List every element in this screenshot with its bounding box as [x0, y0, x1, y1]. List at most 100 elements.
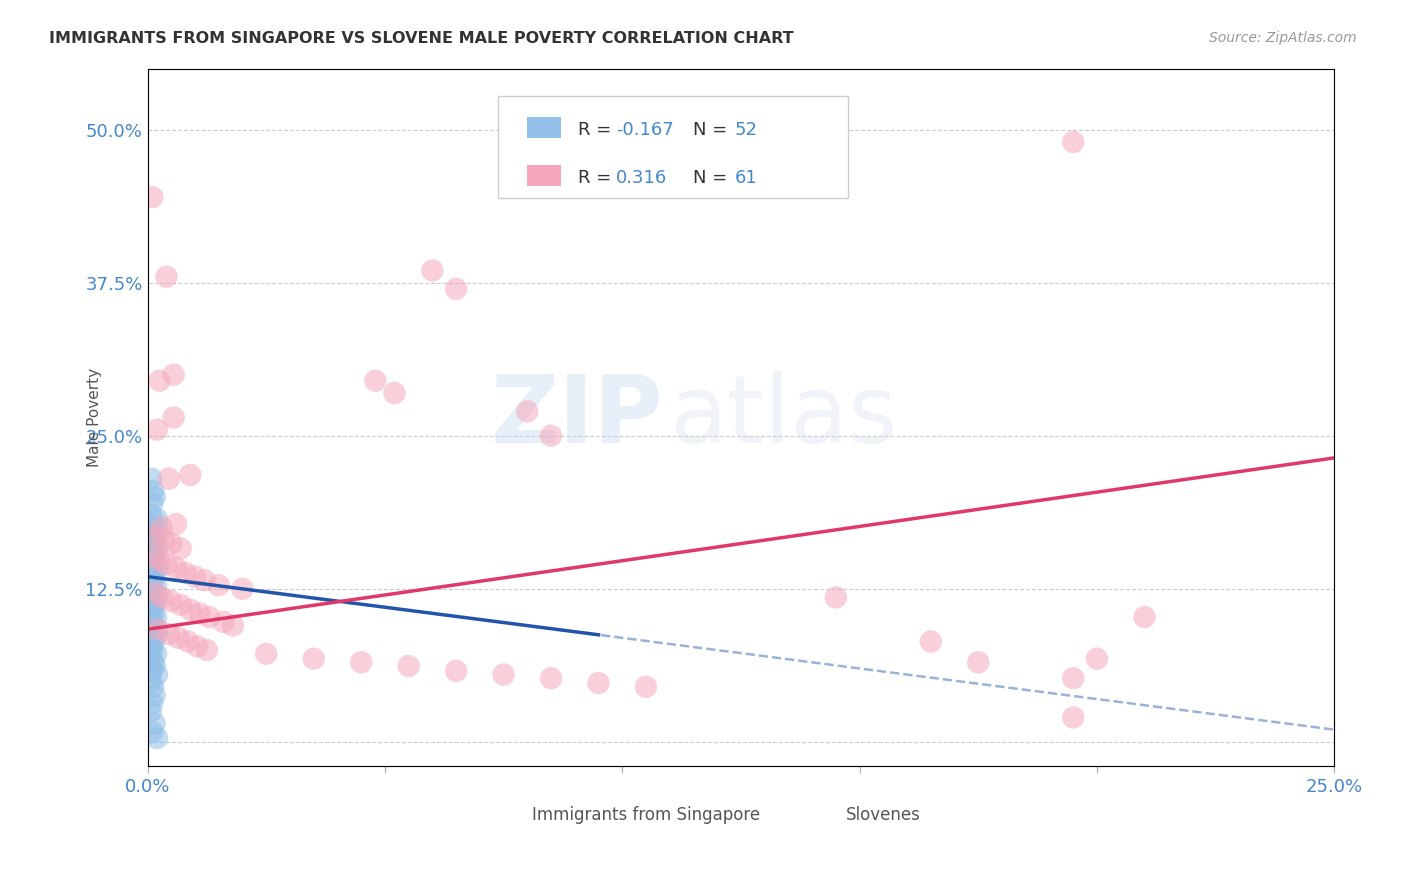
- Point: [142, 607, 165, 621]
- Point: [155, 558, 177, 572]
- Point: [143, 533, 166, 547]
- Point: [540, 671, 562, 685]
- Point: [142, 634, 165, 648]
- Point: [163, 410, 186, 425]
- Point: [422, 263, 444, 277]
- Point: [184, 569, 207, 583]
- Point: [141, 615, 163, 629]
- Point: [139, 524, 162, 539]
- Text: IMMIGRANTS FROM SINGAPORE VS SLOVENE MALE POVERTY CORRELATION CHART: IMMIGRANTS FROM SINGAPORE VS SLOVENE MAL…: [49, 31, 794, 46]
- Point: [141, 190, 163, 204]
- Point: [146, 627, 169, 641]
- Point: [302, 651, 325, 665]
- Point: [1133, 610, 1156, 624]
- Point: [142, 680, 165, 694]
- Point: [146, 512, 169, 526]
- Point: [398, 659, 420, 673]
- Point: [516, 404, 538, 418]
- Point: [142, 529, 165, 543]
- Point: [177, 634, 200, 648]
- Point: [364, 374, 387, 388]
- Point: [1062, 710, 1084, 724]
- Point: [141, 594, 163, 608]
- Point: [139, 651, 162, 665]
- Text: N =: N =: [693, 121, 734, 139]
- Point: [150, 591, 173, 605]
- Point: [160, 594, 183, 608]
- Point: [141, 643, 163, 657]
- Point: [195, 643, 218, 657]
- Text: 52: 52: [735, 121, 758, 139]
- Point: [198, 610, 221, 624]
- Point: [146, 667, 169, 681]
- Point: [143, 490, 166, 504]
- Point: [444, 282, 467, 296]
- Text: R =: R =: [578, 121, 617, 139]
- Point: [143, 716, 166, 731]
- FancyBboxPatch shape: [842, 804, 868, 823]
- Point: [160, 536, 183, 550]
- Point: [163, 368, 186, 382]
- Point: [142, 585, 165, 599]
- Point: [139, 582, 162, 596]
- Point: [384, 386, 406, 401]
- Point: [139, 704, 162, 718]
- Point: [186, 640, 208, 654]
- Point: [141, 496, 163, 510]
- Text: Slovenes: Slovenes: [846, 806, 921, 824]
- Point: [212, 615, 235, 629]
- Text: Male Poverty: Male Poverty: [87, 368, 101, 467]
- Point: [145, 647, 167, 661]
- Point: [165, 561, 187, 575]
- FancyBboxPatch shape: [527, 165, 561, 186]
- Point: [139, 618, 162, 632]
- Point: [146, 622, 169, 636]
- Point: [145, 585, 167, 599]
- Point: [146, 561, 169, 575]
- Point: [444, 664, 467, 678]
- Point: [141, 508, 163, 523]
- Point: [145, 610, 167, 624]
- Point: [143, 689, 166, 703]
- Point: [148, 374, 170, 388]
- Point: [179, 468, 201, 483]
- Point: [148, 554, 170, 568]
- Point: [142, 549, 165, 563]
- Point: [141, 696, 163, 710]
- Text: Source: ZipAtlas.com: Source: ZipAtlas.com: [1209, 31, 1357, 45]
- Point: [588, 676, 610, 690]
- Point: [231, 582, 253, 596]
- Point: [222, 618, 245, 632]
- Text: atlas: atlas: [669, 371, 898, 464]
- Point: [146, 423, 169, 437]
- Point: [179, 603, 201, 617]
- Point: [157, 472, 180, 486]
- Point: [967, 656, 990, 670]
- Point: [170, 541, 193, 556]
- Text: 61: 61: [735, 169, 758, 187]
- Point: [492, 667, 515, 681]
- Point: [142, 483, 165, 498]
- Point: [141, 664, 163, 678]
- Point: [145, 578, 167, 592]
- Point: [143, 549, 166, 563]
- Point: [141, 516, 163, 531]
- Point: [141, 558, 163, 572]
- Point: [157, 627, 180, 641]
- Point: [155, 269, 177, 284]
- Point: [170, 598, 193, 612]
- Point: [634, 680, 657, 694]
- Point: [141, 603, 163, 617]
- Point: [146, 541, 169, 556]
- FancyBboxPatch shape: [509, 804, 536, 823]
- Text: ZIP: ZIP: [491, 371, 664, 464]
- Point: [825, 591, 848, 605]
- Point: [143, 569, 166, 583]
- Point: [188, 607, 211, 621]
- Text: -0.167: -0.167: [616, 121, 673, 139]
- Point: [540, 429, 562, 443]
- Point: [208, 578, 231, 592]
- Point: [141, 536, 163, 550]
- Point: [150, 521, 173, 535]
- Point: [1062, 135, 1084, 149]
